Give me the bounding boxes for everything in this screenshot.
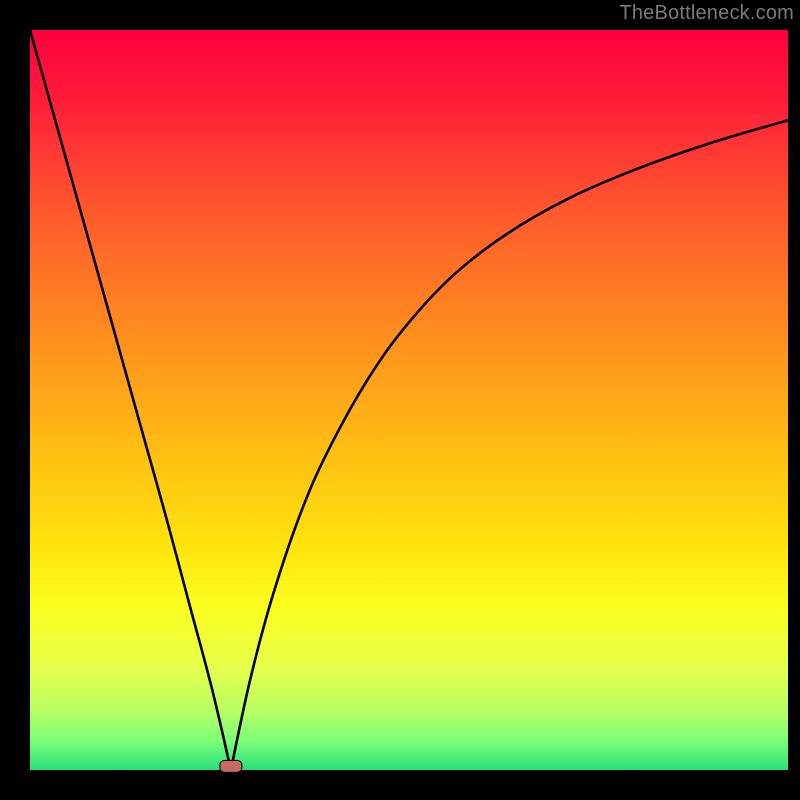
curve-right [231,120,788,770]
chart-frame: TheBottleneck.com [0,0,800,800]
bottleneck-curve [30,30,788,770]
plot-area [30,30,788,770]
notch-marker [219,760,242,772]
watermark-text: TheBottleneck.com [619,2,794,25]
curve-left [30,30,231,770]
